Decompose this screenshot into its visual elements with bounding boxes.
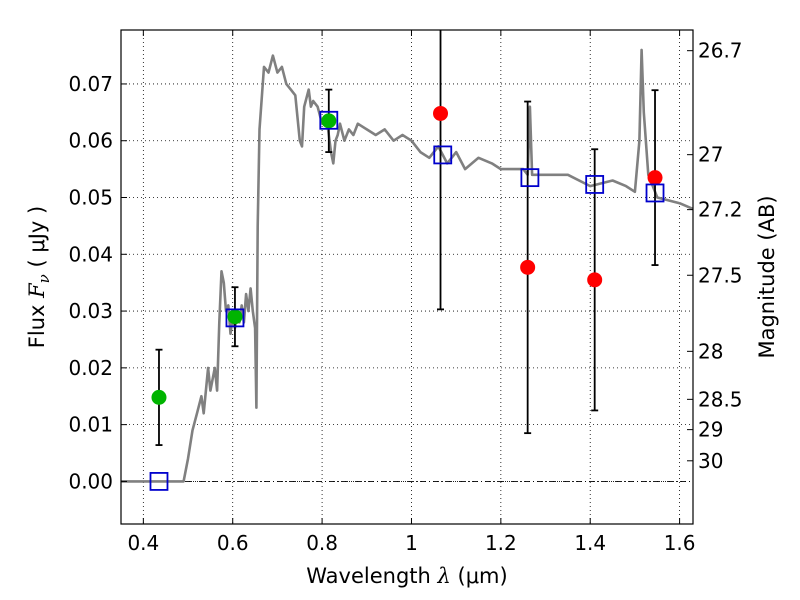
mag-tick-label: 26.7 <box>698 39 743 63</box>
model-photometry-marker <box>319 110 339 130</box>
data-point <box>321 113 337 129</box>
model-photometry-marker <box>645 183 665 203</box>
data-point <box>520 259 536 275</box>
mag-tick-label: 28.5 <box>698 387 743 411</box>
y-axis-label: Flux Fν ( μJy ) <box>25 206 53 348</box>
model-photometry-marker <box>149 472 169 491</box>
axis-ticks: 0.4 0.6 0.8 1 1.2 1.4 1.6 0.00 0.01 0.02 0.03 0.04 0… <box>68 30 743 555</box>
y-tick-label: 0.05 <box>68 186 113 210</box>
x-tick-label: 0.6 <box>217 531 249 555</box>
mag-tick-label: 28 <box>698 339 723 363</box>
mag-tick-label: 29 <box>698 418 723 442</box>
model-spectrum-line <box>121 48 694 483</box>
axes-frame <box>120 29 694 525</box>
data-point <box>587 272 603 288</box>
mag-tick-label: 27.5 <box>698 263 743 287</box>
data-point <box>647 170 663 186</box>
data-point <box>433 105 449 121</box>
grid-lines <box>121 30 693 524</box>
model-photometry-marker <box>225 308 245 328</box>
y-tick-label: 0.07 <box>68 72 113 96</box>
mag-tick-label: 30 <box>698 449 723 473</box>
data-point <box>151 389 167 405</box>
model-photometry-marker <box>520 168 540 188</box>
y-tick-label: 0.00 <box>68 469 113 493</box>
y-tick-label: 0.01 <box>68 413 113 437</box>
x-tick-label: 0.4 <box>127 531 159 555</box>
mag-tick-label: 27 <box>698 143 723 167</box>
right-axis-label: Magnitude (AB) <box>755 195 779 358</box>
x-tick-label: 1.6 <box>664 531 696 555</box>
y-tick-label: 0.06 <box>68 129 113 153</box>
model-photometry-marker <box>585 175 605 194</box>
x-tick-label: 1 <box>405 531 418 555</box>
plot-area <box>121 30 694 491</box>
x-tick-label: 1.4 <box>574 531 606 555</box>
mag-tick-label: 27.2 <box>698 198 743 222</box>
data-point <box>227 309 243 325</box>
y-tick-label: 0.04 <box>68 242 113 266</box>
y-tick-label: 0.03 <box>68 299 113 323</box>
x-tick-label: 0.8 <box>306 531 338 555</box>
model-photometry-marker <box>433 145 453 165</box>
x-axis-label: Wavelength λ (μm) <box>306 564 507 588</box>
x-tick-label: 1.2 <box>485 531 517 555</box>
y-tick-label: 0.02 <box>68 356 113 380</box>
